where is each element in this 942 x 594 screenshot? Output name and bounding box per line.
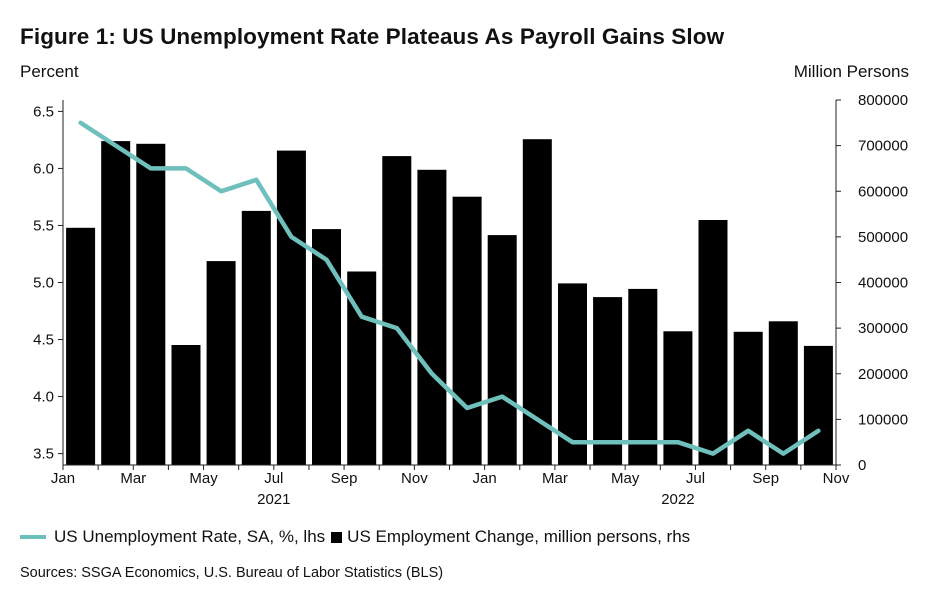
left-tick-label: 6.0 xyxy=(33,160,54,177)
employment-change-bar xyxy=(66,227,96,466)
x-tick-label: Sep xyxy=(331,470,358,487)
employment-change-bar xyxy=(522,139,552,465)
year-label: 2021 xyxy=(257,491,290,508)
x-tick-label: May xyxy=(611,470,640,487)
x-tick-label: Jul xyxy=(264,470,283,487)
x-tick-label: Nov xyxy=(401,470,428,487)
right-tick-label: 500000 xyxy=(858,229,908,246)
bars-layer xyxy=(66,139,833,466)
employment-change-bar xyxy=(768,321,798,465)
legend-bar-label: US Employment Change, million persons, r… xyxy=(347,527,691,546)
x-tick-label: Jan xyxy=(473,470,497,487)
employment-change-bar xyxy=(698,220,728,465)
employment-change-bar xyxy=(417,169,447,466)
employment-change-bar xyxy=(452,196,482,465)
chart-title: Figure 1: US Unemployment Rate Plateaus … xyxy=(20,24,725,49)
legend-line-label: US Unemployment Rate, SA, %, lhs xyxy=(54,527,326,546)
right-tick-label: 800000 xyxy=(858,92,908,109)
x-tick-label: Jul xyxy=(686,470,705,487)
legend-bar-swatch xyxy=(331,531,343,543)
right-tick-label: 0 xyxy=(858,457,866,474)
axes-layer: 3.5 4.0 4.5 5.0 5.5 6.0 6.5 0 100000 200000 300000… xyxy=(33,92,908,508)
right-tick-label: 400000 xyxy=(858,275,908,292)
right-tick-label: 300000 xyxy=(858,320,908,337)
chart-plot: 3.5 4.0 4.5 5.0 5.5 6.0 6.5 0 100000 200000 300000… xyxy=(33,92,908,508)
right-tick-label: 700000 xyxy=(858,138,908,155)
left-tick-label: 6.5 xyxy=(33,103,54,120)
unemployment-rate-line xyxy=(78,120,821,456)
employment-change-bar xyxy=(487,235,517,465)
left-tick-label: 5.0 xyxy=(33,275,54,292)
employment-change-bar xyxy=(241,210,271,465)
left-axis-unit: Percent xyxy=(20,62,79,81)
x-tick-label: Mar xyxy=(542,470,568,487)
employment-change-bar xyxy=(628,288,658,465)
legend-line-swatch xyxy=(20,535,46,539)
right-axis-unit: Million Persons xyxy=(793,62,909,81)
left-tick-label: 4.5 xyxy=(33,332,54,349)
employment-change-bar xyxy=(803,345,833,465)
x-tick-label: Nov xyxy=(823,470,850,487)
left-tick-label: 5.5 xyxy=(33,217,54,234)
employment-change-bar xyxy=(276,150,306,465)
employment-change-bar xyxy=(593,297,623,465)
year-label: 2022 xyxy=(661,491,694,508)
employment-change-bar xyxy=(206,261,236,465)
right-tick-label: 200000 xyxy=(858,366,908,383)
left-tick-label: 4.0 xyxy=(33,389,54,406)
right-tick-label: 100000 xyxy=(858,411,908,428)
employment-change-bar xyxy=(136,143,166,466)
legend: US Unemployment Rate, SA, %, lhs US Empl… xyxy=(20,527,690,547)
x-tick-label: Jan xyxy=(51,470,75,487)
x-tick-label: Sep xyxy=(752,470,779,487)
x-tick-label: Mar xyxy=(120,470,146,487)
right-tick-label: 600000 xyxy=(858,183,908,200)
employment-change-bar xyxy=(382,156,412,465)
line-layer xyxy=(78,120,821,456)
employment-change-bar xyxy=(101,141,131,465)
left-tick-label: 3.5 xyxy=(33,446,54,463)
employment-change-bar xyxy=(312,229,341,465)
source-note: Sources: SSGA Economics, U.S. Bureau of … xyxy=(20,565,444,581)
employment-change-bar xyxy=(171,345,201,465)
x-tick-label: May xyxy=(189,470,218,487)
employment-change-bar xyxy=(733,331,763,465)
